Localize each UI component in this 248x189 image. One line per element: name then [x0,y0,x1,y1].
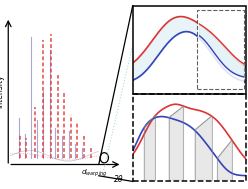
Text: Intensity: Intensity [0,74,4,108]
Polygon shape [217,140,232,180]
Polygon shape [144,116,155,180]
Polygon shape [195,116,212,180]
Bar [197,10,244,89]
Polygon shape [169,106,184,180]
Text: 2θ: 2θ [114,175,124,184]
Text: $d_{\mathit{warping}}$: $d_{\mathit{warping}}$ [81,167,108,179]
